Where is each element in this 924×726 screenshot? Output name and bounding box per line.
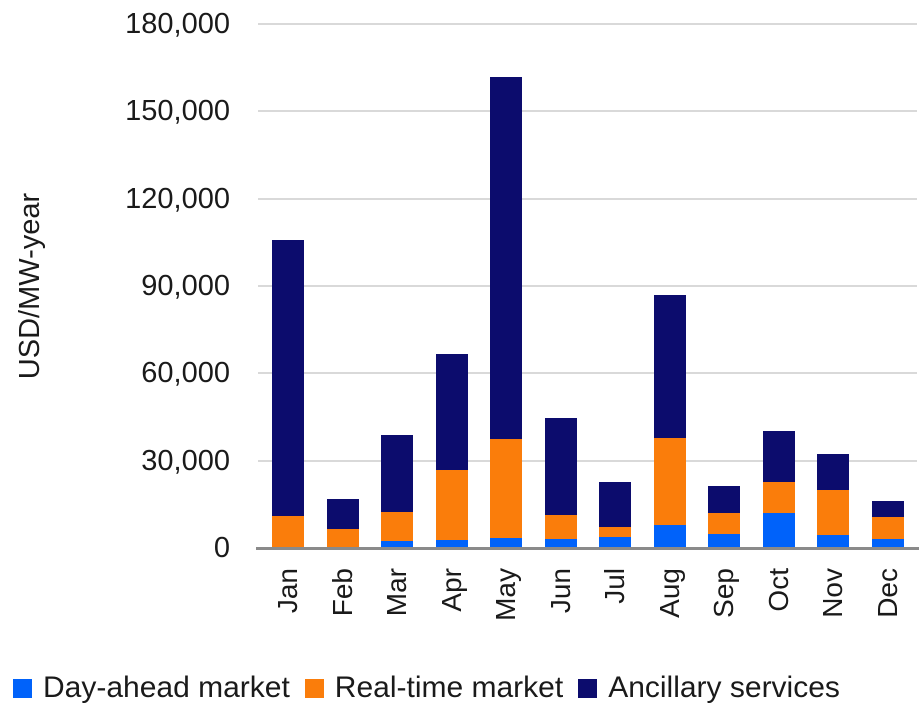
- bar-segment-aug-ancillary-services: [653, 294, 686, 438]
- legend-swatch-icon: [13, 678, 32, 698]
- bar-segment-jul-real-time-market: [599, 527, 631, 537]
- legend: Day-ahead market Real-time market Ancillar…: [13, 666, 840, 710]
- bar-segment-aug-day-ahead-market: [653, 524, 686, 548]
- bar-segment-nov-real-time-market: [817, 490, 849, 535]
- y-tick-label: 0: [213, 532, 230, 564]
- bar-segment-oct-day-ahead-market: [762, 513, 795, 548]
- gridline: [258, 285, 917, 287]
- legend-swatch-icon: [578, 678, 598, 698]
- bar-segment-dec-day-ahead-market: [871, 538, 904, 548]
- bar-segment-feb-real-time-market: [326, 528, 359, 548]
- legend-label: Day-ahead market: [43, 671, 290, 704]
- bar-segment-oct-ancillary-services: [762, 431, 795, 482]
- bar-segment-dec-ancillary-services: [871, 501, 904, 518]
- x-axis-label-mar: Mar: [381, 568, 412, 617]
- bar-segment-sep-real-time-market: [708, 513, 740, 535]
- x-axis-label-sep: Sep: [708, 568, 739, 618]
- y-tick-label: 90,000: [141, 270, 230, 302]
- plot-area: [256, 23, 919, 550]
- bar-segment-oct-real-time-market: [762, 481, 795, 514]
- y-tick-label: 30,000: [141, 444, 230, 477]
- gridline: [258, 197, 917, 200]
- y-tick-label: 150,000: [125, 95, 230, 128]
- bar-segment-nov-ancillary-services: [817, 453, 849, 491]
- legend-label: Ancillary services: [608, 671, 840, 704]
- bar-segment-jan-real-time-market: [272, 516, 304, 548]
- bar-segment-jun-ancillary-services: [544, 418, 577, 516]
- x-axis-label-dec: Dec: [871, 568, 903, 618]
- legend-item-real-time-market: Real-time market: [304, 671, 564, 705]
- y-axis-title: USD/MW-year: [14, 192, 46, 380]
- bar-segment-jul-ancillary-services: [599, 481, 631, 528]
- bar-segment-jul-day-ahead-market: [599, 536, 631, 548]
- x-axis-label-oct: Oct: [762, 568, 794, 612]
- x-axis-label-aug: Aug: [653, 568, 685, 618]
- gridline: [258, 23, 917, 25]
- bar-segment-dec-real-time-market: [871, 517, 904, 539]
- bar-segment-mar-ancillary-services: [381, 435, 413, 512]
- bar-segment-nov-day-ahead-market: [817, 534, 849, 548]
- bar-segment-apr-real-time-market: [435, 469, 468, 540]
- bar-segment-sep-day-ahead-market: [708, 534, 740, 548]
- gridline: [258, 459, 917, 462]
- gridline: [258, 372, 917, 375]
- x-axis-label-jun: Jun: [544, 568, 576, 614]
- y-tick-label: 180,000: [125, 8, 230, 40]
- legend-label: Real-time market: [334, 671, 564, 704]
- bar-segment-jan-ancillary-services: [272, 239, 304, 517]
- x-axis-label-feb: Feb: [326, 568, 358, 617]
- bar-segment-apr-ancillary-services: [435, 353, 468, 470]
- bar-segment-apr-day-ahead-market: [435, 539, 468, 548]
- bar-segment-jun-day-ahead-market: [544, 538, 577, 548]
- x-axis-label-jul: Jul: [599, 568, 630, 604]
- x-axis-line: [256, 547, 919, 550]
- legend-item-day-ahead-market: Day-ahead market: [13, 671, 290, 705]
- legend-swatch-icon: [304, 678, 324, 698]
- x-axis-label-nov: Nov: [817, 568, 848, 618]
- y-tick-label: 60,000: [141, 357, 230, 390]
- x-axis-label-apr: Apr: [435, 568, 467, 612]
- bar-segment-jun-real-time-market: [544, 515, 577, 539]
- y-tick-label: 120,000: [125, 182, 230, 215]
- bar-segment-mar-real-time-market: [381, 511, 413, 541]
- bar-segment-mar-day-ahead-market: [381, 540, 413, 548]
- bar-segment-sep-ancillary-services: [708, 486, 740, 514]
- bar-segment-feb-ancillary-services: [326, 499, 359, 529]
- gridline: [258, 110, 917, 113]
- legend-item-ancillary-services: Ancillary services: [578, 671, 840, 705]
- bar-segment-aug-real-time-market: [653, 437, 686, 525]
- bar-segment-may-real-time-market: [490, 439, 522, 538]
- bar-segment-may-ancillary-services: [490, 76, 522, 440]
- bar-segment-may-day-ahead-market: [490, 537, 522, 548]
- x-axis-label-may: May: [490, 568, 521, 621]
- x-axis-label-jan: Jan: [272, 568, 303, 614]
